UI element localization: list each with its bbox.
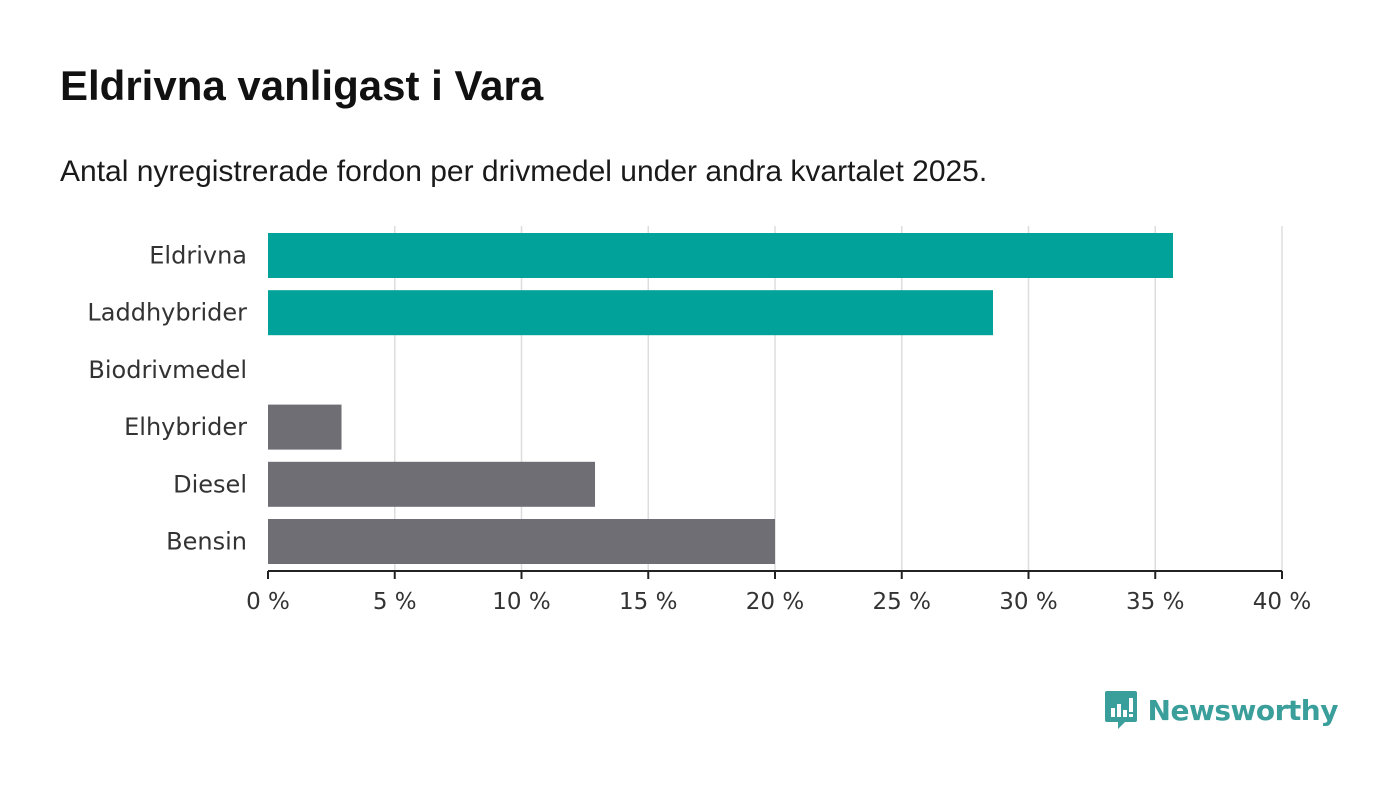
x-tick-label: 35 % <box>1126 589 1184 615</box>
brand-logo: Newsworthy <box>1104 690 1339 730</box>
bar-chart-speech-bubble-icon <box>1104 691 1137 729</box>
bar-chart: Eldrivna Laddhybrider Biodrivmedel Elhybrid… <box>87 226 1311 615</box>
chart-title: Eldrivna vanligast i Vara <box>60 62 544 109</box>
gridlines <box>394 226 1283 571</box>
x-tick-label: 5 % <box>373 589 417 615</box>
category-label: Laddhybrider <box>87 299 247 327</box>
category-label: Biodrivmedel <box>88 356 247 384</box>
bar-eldrivna <box>268 233 1173 278</box>
category-label: Bensin <box>166 528 247 556</box>
category-label: Diesel <box>173 470 247 498</box>
x-tick-label: 40 % <box>1253 589 1311 615</box>
category-labels: Eldrivna Laddhybrider Biodrivmedel Elhybrid… <box>87 242 247 556</box>
bar-elhybrider <box>268 404 342 450</box>
x-tick-label: 20 % <box>746 589 804 615</box>
brand-name: Newsworthy <box>1147 693 1339 727</box>
bar-laddhybrider <box>268 290 994 336</box>
x-tick-label: 0 % <box>246 589 290 615</box>
chart-subtitle: Antal nyregistrerade fordon per drivmede… <box>60 155 988 188</box>
x-axis: 0 % 5 % 10 % 15 % 20 % 25 % 30 % 35 % 40 % <box>246 570 1311 615</box>
bar-diesel <box>268 461 596 507</box>
x-tick-label: 30 % <box>999 589 1057 615</box>
x-tick-label: 15 % <box>619 589 677 615</box>
x-tick-label: 10 % <box>492 589 550 615</box>
x-tick-label: 25 % <box>873 589 931 615</box>
bar-bensin <box>268 519 775 564</box>
bars <box>268 233 1173 564</box>
category-label: Elhybrider <box>124 413 247 441</box>
category-label: Eldrivna <box>149 242 247 270</box>
